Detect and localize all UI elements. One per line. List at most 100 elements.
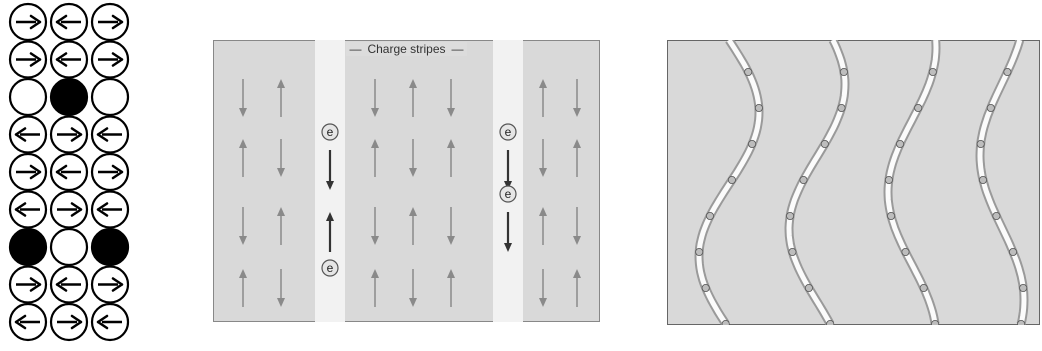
spin-arrow-down (277, 269, 285, 307)
spin-lattice-panel (0, 0, 140, 351)
lattice-site-left (90, 190, 130, 229)
spin-arrow-down (371, 207, 379, 245)
spin-arrow-up (371, 269, 379, 307)
spin-arrow-up (539, 79, 547, 117)
stripe-charge-dot (820, 140, 829, 149)
charge-stripes-svg: e e e e (213, 40, 600, 322)
lattice-site-right (90, 152, 130, 192)
lattice-site-hole (49, 77, 89, 117)
stripe-charge-dot (788, 247, 797, 256)
stripe-charge-dot (1017, 320, 1026, 325)
stripe-charge-dot (804, 283, 813, 292)
electron-label: e (505, 125, 512, 139)
spin-arrow-down (239, 79, 247, 117)
electron-spin-arrow-down (504, 212, 512, 252)
fluctuating-stripe (694, 40, 764, 325)
lattice-site-hole (90, 227, 130, 267)
spin-arrow-up (447, 269, 455, 307)
spin-arrow-down (447, 79, 455, 117)
lattice-site-right (90, 2, 130, 42)
lattice-site-empty (8, 77, 48, 117)
stripe-charge-dot (919, 283, 928, 292)
spin-arrow-up (539, 207, 547, 245)
stripe-charge-dot (826, 320, 835, 325)
lattice-site-hole (8, 227, 48, 267)
stripe-charge-dot (978, 175, 987, 184)
charge-stripes-panel: eeee — Charge stripes — (213, 40, 600, 322)
spin-arrow-up (447, 139, 455, 177)
stripe-charge-dot (721, 320, 730, 325)
spin-arrow-up (371, 139, 379, 177)
lattice-site-left (49, 2, 89, 42)
stripe-charge-dot (695, 247, 704, 256)
lattice-site-right (8, 265, 48, 304)
stripe-charge-dot (976, 140, 985, 149)
spin-arrow-down (371, 79, 379, 117)
spin-arrow-down (447, 207, 455, 245)
stripe-charge-dot (986, 104, 995, 113)
stripe-charge-dot (928, 67, 937, 76)
spin-arrow-down (409, 269, 417, 307)
fluctuating-stripes-svg (667, 40, 1040, 325)
spin-arrow-down (277, 139, 285, 177)
spin-arrow-up (277, 207, 285, 245)
fluctuating-stripe (784, 40, 850, 325)
stripe-charge-dot (727, 175, 736, 184)
electron-marker: e (499, 185, 517, 203)
lattice-site-empty (90, 77, 130, 117)
lattice-site-left (8, 190, 48, 229)
spin-arrow-up (573, 139, 581, 177)
spin-arrow-down (573, 207, 581, 245)
stripe-charge-dot (786, 211, 795, 220)
electron-marker: e (321, 123, 339, 141)
fluctuating-stripe (883, 40, 941, 325)
spin-arrow-up (409, 207, 417, 245)
lattice-site-right (8, 40, 48, 79)
lattice-site-empty (49, 227, 89, 267)
lattice-site-right (8, 152, 48, 192)
lattice-site-left (49, 40, 89, 79)
lattice-site-right (90, 40, 130, 79)
spin-arrow-up (409, 79, 417, 117)
electron-spin-arrow-up (326, 212, 334, 252)
fluctuating-stripes-panel (667, 40, 1040, 325)
stripe-charge-dot (1008, 247, 1017, 256)
lattice-site-right (49, 190, 89, 229)
electron-marker: e (499, 123, 517, 141)
spin-arrow-down (409, 139, 417, 177)
stripe-charge-dot (887, 211, 896, 220)
spin-arrow-up (277, 79, 285, 117)
stripe-charge-dot (931, 320, 940, 325)
lattice-site-right (49, 302, 89, 342)
lattice-site-right (90, 265, 130, 304)
spin-arrow-up (239, 139, 247, 177)
lattice-site-right (49, 115, 89, 154)
lattice-site-left (90, 115, 130, 154)
electron-label: e (327, 125, 334, 139)
stripe-charge-dot (748, 140, 757, 149)
stripe-charge-dot (706, 211, 715, 220)
fluctuating-stripe (975, 40, 1029, 325)
spin-arrow-down (239, 207, 247, 245)
electron-label: e (505, 187, 512, 201)
spin-lattice-svg (8, 2, 130, 342)
spin-arrow-down (573, 79, 581, 117)
electron-marker: e (321, 259, 339, 277)
stripe-charge-dot (837, 104, 846, 113)
lattice-site-left (8, 302, 48, 342)
stripe-charge-dot (1003, 67, 1012, 76)
spin-arrow-up (239, 269, 247, 307)
stripe-charge-dot (839, 67, 848, 76)
stripe-charge-dot (1019, 283, 1028, 292)
lattice-site-left (49, 265, 89, 304)
stripe-charge-dot (992, 211, 1001, 220)
lattice-site-right (8, 2, 48, 42)
spin-arrow-down (539, 269, 547, 307)
electron-spin-arrow-down (326, 150, 334, 190)
electron-label: e (327, 261, 334, 275)
stripe-charge-dot (901, 247, 910, 256)
lattice-site-left (8, 115, 48, 154)
stripe-charge-dot (744, 67, 753, 76)
stripe-charge-dot (799, 175, 808, 184)
stripe-charge-dot (701, 283, 710, 292)
